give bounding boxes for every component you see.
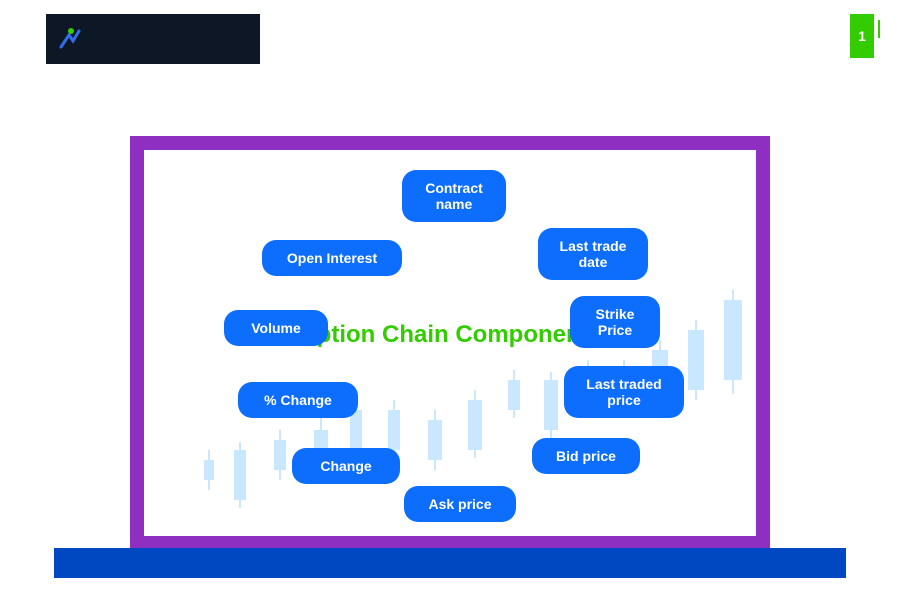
pill-open-interest: Open Interest — [262, 240, 402, 276]
laptop-screen-frame: Option Chain Components Contract name Las… — [130, 136, 770, 554]
pill-last-trade-date: Last trade date — [538, 228, 648, 280]
pill-strike-price: Strike Price — [570, 296, 660, 348]
page-header: 1 — [46, 14, 874, 64]
logo-mark-icon — [58, 27, 82, 51]
pill-ask-price: Ask price — [404, 486, 516, 522]
page-number-badge: 1 — [850, 14, 874, 58]
screen-content: Option Chain Components Contract name Las… — [144, 150, 756, 536]
page-number-text: 1 — [858, 28, 866, 44]
pill-contract-name: Contract name — [402, 170, 506, 222]
pill-change: Change — [292, 448, 400, 484]
laptop-mock: Option Chain Components Contract name Las… — [112, 136, 788, 554]
laptop-base — [54, 548, 846, 578]
pill-last-traded-price: Last traded price — [564, 366, 684, 418]
pill-bid-price: Bid price — [532, 438, 640, 474]
pill-volume: Volume — [224, 310, 328, 346]
brand-logo — [46, 14, 260, 64]
center-title: Option Chain Components — [298, 321, 602, 349]
pill-percent-change: % Change — [238, 382, 358, 418]
